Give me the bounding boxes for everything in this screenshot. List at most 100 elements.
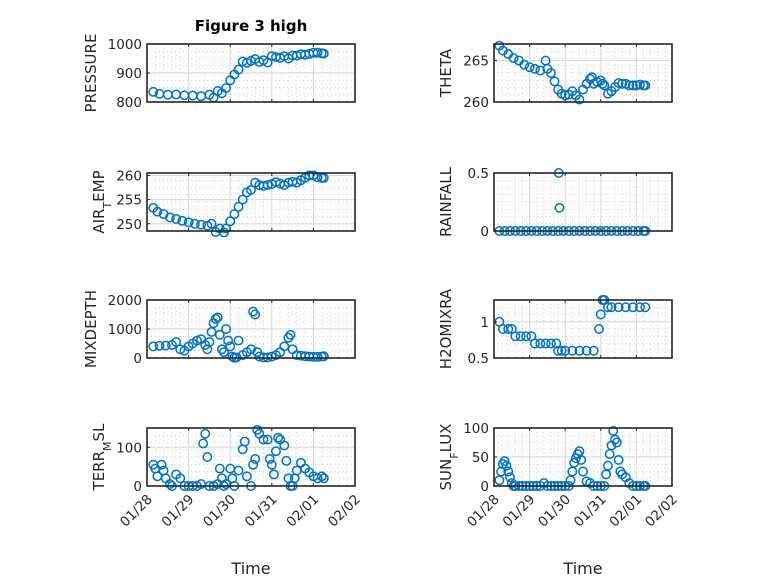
data-point [239,436,250,447]
data-point [271,177,281,188]
x-axis-label: Time [562,559,602,578]
data-point [214,463,225,474]
data-point [599,80,610,91]
data-point [546,338,556,349]
data-point [606,302,617,313]
data-point [264,453,275,464]
data-point [567,345,578,356]
axes-pressure: 800 900 1000 PRESSURE [82,34,356,113]
data-point [160,340,171,351]
y-tick-label: 1000 [108,322,142,338]
data-point [553,345,564,356]
axes-mixdepth: 0 1000 2000 MIXDEPTH [82,290,356,368]
data-point [524,62,535,73]
y-tick-label: 800 [116,95,142,111]
data-point [175,344,186,355]
y-tick-label: 50 [472,450,489,466]
data-point [281,455,292,466]
data-point [148,86,159,97]
data-point [225,216,236,227]
data-point [258,434,269,445]
data-point [508,53,519,64]
data-point [535,338,546,349]
data-point [202,452,213,462]
data-point [156,459,167,470]
y-tick-label: 260 [463,95,489,111]
data-point [164,479,175,490]
data-point [560,345,571,356]
data-point [635,302,645,313]
data-point [154,340,165,351]
data-point [233,465,244,476]
x-tick-label: 01/29 [500,492,539,531]
data-point [613,454,624,465]
data-point [611,437,622,448]
data-point [318,351,329,362]
data-point [206,218,217,229]
y-tick-label: 900 [116,66,142,82]
y-tick-label: 100 [116,440,142,456]
data-point [171,337,182,347]
y-axis-label: H2OMIXRA [437,288,455,369]
axes-terr_msl: 01/28 01/29 01/30 01/31 02/01 02/02 0 100TERRMS… [90,423,364,578]
data-point [246,344,256,355]
data-point [250,453,261,464]
data-point [191,335,202,346]
data-point [223,335,234,346]
y-axis-label: MIXDEPTH [82,290,100,368]
data-point [519,59,530,70]
data-point [266,459,277,470]
data-point [594,324,604,334]
data-point [189,218,200,229]
y-tick-label: 0.5 [468,351,489,367]
y-axis-label: PRESSURE [82,34,100,113]
data-point [214,329,225,340]
data-point [266,351,277,362]
y-tick-label: 255 [116,193,142,209]
x-tick-label: 01/31 [571,492,610,531]
data-point [233,64,244,75]
data-point [549,76,560,87]
data-point [268,469,279,480]
data-point [198,438,209,449]
data-point [221,324,231,334]
x-tick-label: 02/02 [325,492,364,531]
axes-frame [146,172,356,232]
data-point [233,335,244,346]
y-tick-label: 2000 [108,293,142,309]
data-point [529,63,540,74]
data-point [248,459,259,470]
data-point [551,338,562,349]
data-point [164,212,175,223]
y-tick-label: 265 [463,54,489,70]
series-air_temp [148,170,329,237]
data-point [241,471,252,482]
data-point [177,215,188,226]
x-tick-label: 01/29 [159,492,198,531]
data-point [503,324,514,334]
data-point [262,180,273,191]
data-point [200,428,211,439]
x-tick-label: 01/30 [200,492,239,531]
figure-title: Figure 3 high [195,17,308,35]
data-point [497,45,508,56]
data-point [262,434,273,445]
data-point [624,80,635,91]
data-point [279,440,290,451]
x-tick-label: 01/31 [242,492,281,531]
y-axis-label: AIRTEMP [90,170,114,233]
data-point [586,72,597,83]
y-tick-label: 0.5 [468,166,489,182]
data-point [521,331,531,342]
data-point [279,341,290,352]
data-point [221,83,231,94]
data-point [510,331,521,342]
axes-theta: 260 265 THETA [437,40,673,111]
data-point [613,302,624,313]
data-point [578,466,588,477]
data-point [499,456,510,467]
y-tick-label: 0 [133,479,142,495]
data-point [216,344,227,355]
